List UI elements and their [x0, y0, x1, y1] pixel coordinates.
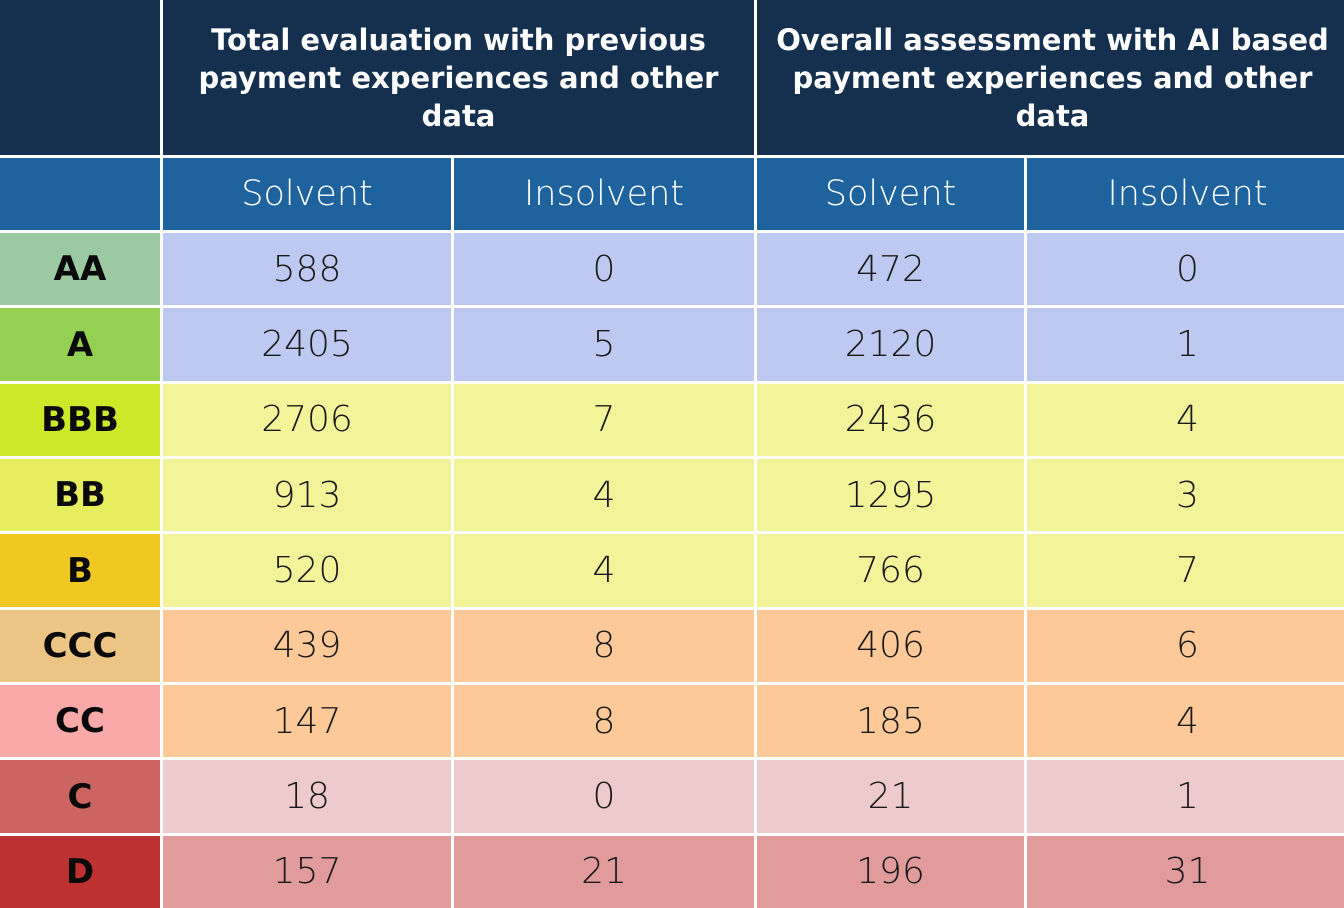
- table-cell: 21: [757, 760, 1024, 833]
- sub-header-solvent-1: Solvent: [163, 158, 451, 230]
- rating-label: B: [0, 534, 160, 607]
- table-cell: 588: [163, 233, 451, 306]
- sub-header-insolvent-2: Insolvent: [1027, 158, 1344, 230]
- sub-header-insolvent-1: Insolvent: [454, 158, 754, 230]
- rating-label: CCC: [0, 609, 160, 683]
- rating-label: D: [0, 835, 160, 908]
- table-cell: 196: [757, 835, 1024, 908]
- rating-label: BBB: [0, 383, 160, 457]
- table-cell: 21: [454, 835, 754, 908]
- table-cell: 2405: [163, 308, 451, 381]
- rating-label: A: [0, 308, 160, 381]
- table-cell: 5: [454, 308, 754, 381]
- table-cell: 1: [1027, 308, 1344, 381]
- table-cell: 157: [163, 835, 451, 908]
- table-cell: 520: [163, 534, 451, 607]
- table-cell: 1295: [757, 459, 1024, 532]
- table-cell: 913: [163, 459, 451, 532]
- group-header-previous-label: Total evaluation with previous payment e…: [198, 22, 719, 133]
- table-cell: 4: [454, 534, 754, 607]
- table-cell: 472: [757, 233, 1024, 306]
- table-cell: 2120: [757, 308, 1024, 381]
- rating-label: AA: [0, 233, 160, 306]
- table-cell: 7: [454, 383, 754, 457]
- table-cell: 8: [454, 609, 754, 683]
- rating-label: C: [0, 760, 160, 833]
- table-cell: 31: [1027, 835, 1344, 908]
- sub-header-corner: [0, 158, 160, 230]
- table-cell: 6: [1027, 609, 1344, 683]
- table-cell: 4: [1027, 685, 1344, 758]
- table-cell: 2706: [163, 383, 451, 457]
- table-cell: 1: [1027, 760, 1344, 833]
- table-cell: 0: [454, 760, 754, 833]
- sub-header-solvent-2: Solvent: [757, 158, 1024, 230]
- table-cell: 766: [757, 534, 1024, 607]
- group-header-ai: Overall assessment with AI based payment…: [757, 0, 1344, 155]
- table-cell: 3: [1027, 459, 1344, 532]
- table-cell: 0: [454, 233, 754, 306]
- rating-label: CC: [0, 685, 160, 758]
- table-cell: 439: [163, 609, 451, 683]
- group-header-ai-label: Overall assessment with AI based payment…: [776, 22, 1329, 133]
- table-cell: 2436: [757, 383, 1024, 457]
- table-cell: 18: [163, 760, 451, 833]
- table-cell: 7: [1027, 534, 1344, 607]
- rating-label: BB: [0, 459, 160, 532]
- table-cell: 4: [1027, 383, 1344, 457]
- header-corner: [0, 0, 160, 155]
- table-cell: 406: [757, 609, 1024, 683]
- group-header-previous: Total evaluation with previous payment e…: [163, 0, 754, 155]
- table-cell: 147: [163, 685, 451, 758]
- table-cell: 8: [454, 685, 754, 758]
- table-cell: 4: [454, 459, 754, 532]
- table-cell: 0: [1027, 233, 1344, 306]
- table-cell: 185: [757, 685, 1024, 758]
